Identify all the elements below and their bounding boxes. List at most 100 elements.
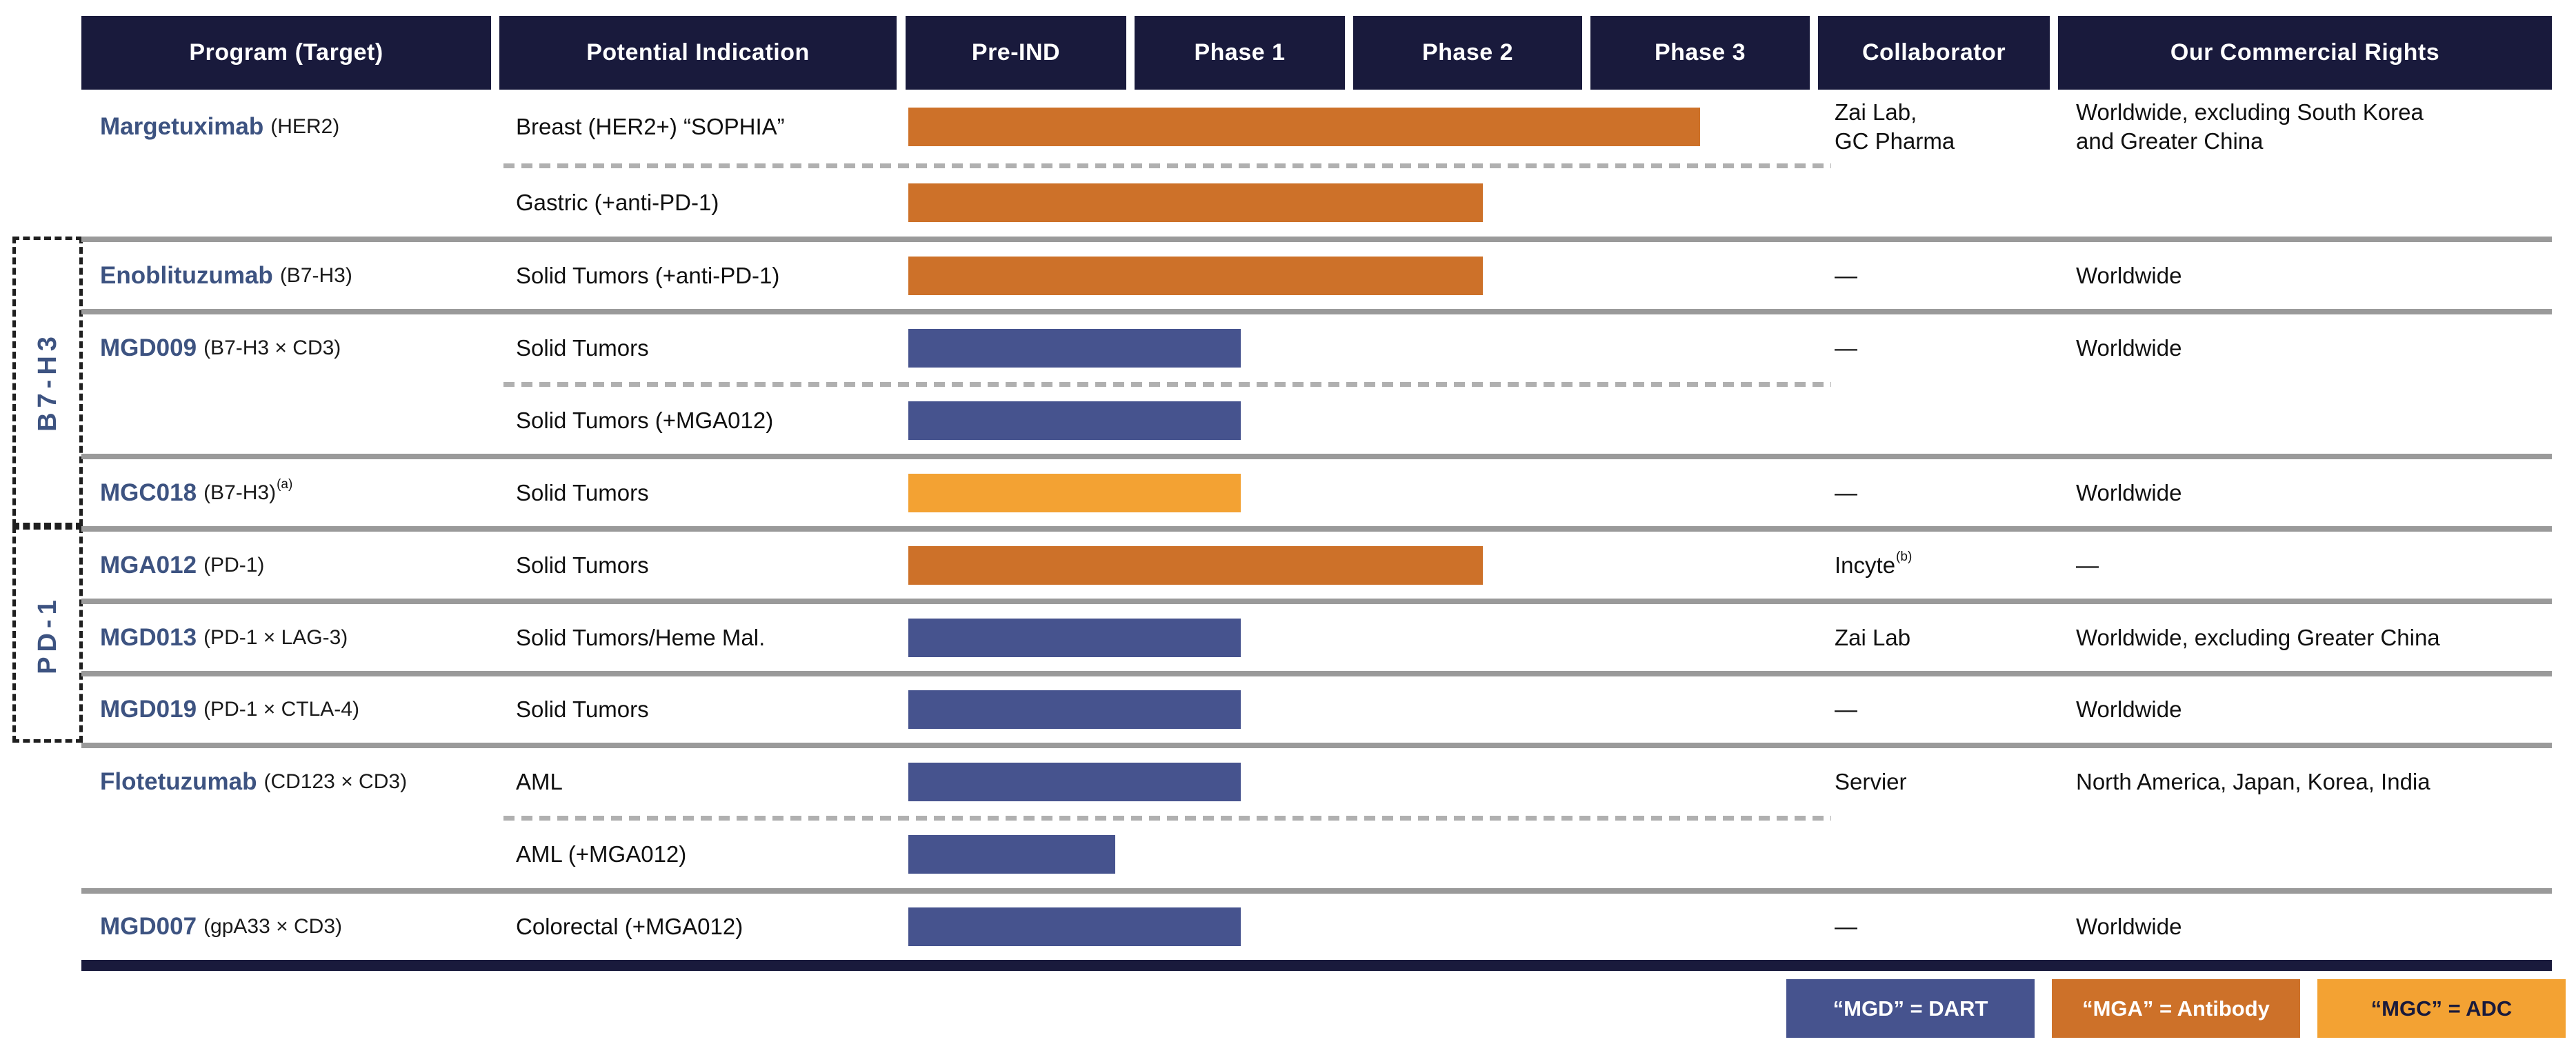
- sub-row-divider: [503, 163, 1831, 168]
- group-divider: [81, 599, 2552, 604]
- footnote-marker-a: (a): [277, 476, 293, 492]
- legend-item-antibody: “MGA” = Antibody: [2052, 979, 2300, 1038]
- sub-row-divider: [503, 816, 1831, 821]
- group-divider: [81, 237, 2552, 242]
- rights-cell: Worldwide: [2076, 479, 2182, 505]
- collaborator-name: Incyte: [1835, 552, 1896, 578]
- group-divider: [81, 526, 2552, 532]
- program-name: MGD009: [100, 334, 197, 361]
- group-divider: [81, 743, 2552, 748]
- footnote-marker-b: (b): [1896, 549, 1913, 564]
- rights-cell: Worldwide: [2076, 335, 2182, 361]
- program-name: Flotetuzumab: [100, 768, 257, 795]
- phase-bar: [908, 545, 1483, 585]
- rights-cell: Worldwide, excluding Greater China: [2076, 624, 2440, 650]
- phase-bar: [908, 618, 1241, 657]
- program-target: (PD-1 × CTLA-4): [203, 698, 359, 721]
- phase-bar: [908, 401, 1241, 440]
- pipeline-row-flotetuzumab-aml: Flotetuzumab (CD123 × CD3) AML Servier N…: [0, 748, 2576, 816]
- column-header-collaborator: Collaborator: [1818, 16, 2050, 90]
- rights-cell: Worldwide: [2076, 696, 2182, 723]
- column-header-program: Program (Target): [81, 16, 491, 90]
- group-divider: [81, 671, 2552, 676]
- pipeline-row-mgc018: MGC018 (B7-H3) (a) Solid Tumors — Worldw…: [0, 459, 2576, 526]
- column-header-indication: Potential Indication: [499, 16, 897, 90]
- collaborator-cell: Zai Lab: [1835, 624, 1911, 650]
- indication-cell: Solid Tumors (+anti-PD-1): [516, 262, 780, 288]
- program-cell: MGC018 (B7-H3) (a): [100, 459, 497, 526]
- program-target: (B7-H3): [203, 481, 277, 504]
- program-cell: Margetuximab (HER2): [100, 90, 497, 163]
- indication-cell: AML: [516, 769, 563, 794]
- phase-bar: [908, 763, 1241, 801]
- group-rail-b7h3: B7-H3: [12, 237, 83, 526]
- indication-cell: Solid Tumors: [516, 552, 649, 578]
- pipeline-row-mga012: MGA012 (PD-1) Solid Tumors Incyte (b) —: [0, 532, 2576, 599]
- rights-cell: Worldwide, excluding South Korea and Gre…: [2076, 99, 2424, 154]
- program-target: (HER2): [270, 114, 340, 138]
- column-header-phase-2: Phase 2: [1353, 16, 1582, 90]
- program-cell: Enoblituzumab (B7-H3): [100, 242, 497, 309]
- program-target: (PD-1): [203, 553, 265, 576]
- column-header-pre-ind: Pre-IND: [906, 16, 1126, 90]
- phase-bar: [908, 835, 1115, 874]
- program-cell: MGA012 (PD-1): [100, 532, 497, 599]
- pipeline-row-mgd009-solid-tumors: MGD009 (B7-H3 × CD3) Solid Tumors — Worl…: [0, 314, 2576, 382]
- rights-cell: North America, Japan, Korea, India: [2076, 769, 2430, 795]
- program-name: Enoblituzumab: [100, 261, 273, 289]
- program-cell: Flotetuzumab (CD123 × CD3): [100, 748, 497, 816]
- program-name: MGD007: [100, 913, 197, 940]
- program-cell: MGD009 (B7-H3 × CD3): [100, 314, 497, 382]
- indication-cell: Solid Tumors: [516, 335, 649, 361]
- program-cell: MGD019 (PD-1 × CTLA-4): [100, 676, 497, 743]
- column-header-rights: Our Commercial Rights: [2058, 16, 2552, 90]
- collaborator-cell: —: [1835, 479, 1857, 505]
- indication-cell: Solid Tumors: [516, 696, 649, 722]
- rights-cell: —: [2076, 552, 2099, 578]
- collaborator-cell: —: [1835, 262, 1857, 288]
- sub-row-divider: [503, 382, 1831, 387]
- rights-cell: Worldwide: [2076, 914, 2182, 940]
- program-target: (PD-1 × LAG-3): [203, 625, 348, 649]
- pipeline-row-mgd007: MGD007 (gpA33 × CD3) Colorectal (+MGA012…: [0, 894, 2576, 960]
- program-target: (gpA33 × CD3): [203, 915, 342, 938]
- legend-item-dart: “MGD” = DART: [1786, 979, 2035, 1038]
- pipeline-row-flotetuzumab-aml-mga012: AML (+MGA012): [0, 821, 2576, 888]
- column-header-phase-1: Phase 1: [1135, 16, 1345, 90]
- pipeline-row-mgd009-mga012: Solid Tumors (+MGA012): [0, 387, 2576, 454]
- program-target: (B7-H3): [279, 263, 352, 287]
- program-name: MGD013: [100, 623, 197, 651]
- phase-bar: [908, 907, 1241, 946]
- program-name: Margetuximab: [100, 112, 264, 140]
- legend-item-adc: “MGC” = ADC: [2317, 979, 2566, 1038]
- phase-bar: [908, 329, 1241, 368]
- program-cell: MGD013 (PD-1 × LAG-3): [100, 604, 497, 671]
- program-target: (B7-H3 × CD3): [203, 337, 341, 359]
- table-bottom-rule: [81, 960, 2552, 971]
- phase-bar: [908, 473, 1241, 512]
- column-header-phase-3: Phase 3: [1590, 16, 1810, 90]
- indication-cell: AML (+MGA012): [516, 841, 687, 867]
- collaborator-cell: Servier: [1835, 769, 1907, 795]
- indication-cell: Solid Tumors/Heme Mal.: [516, 624, 766, 650]
- pipeline-row-enoblituzumab: Enoblituzumab (B7-H3) Solid Tumors (+ant…: [0, 242, 2576, 309]
- rights-cell: Worldwide: [2076, 262, 2182, 288]
- program-target: (CD123 × CD3): [263, 770, 408, 793]
- collaborator-cell: Incyte (b): [1835, 532, 2048, 599]
- group-rail-pd1: PD-1: [12, 526, 83, 743]
- indication-cell: Solid Tumors: [516, 479, 649, 505]
- program-name: MGC018: [100, 479, 197, 506]
- indication-cell: Breast (HER2+) “SOPHIA”: [516, 113, 785, 139]
- program-name: MGD019: [100, 696, 197, 723]
- pipeline-row-margetuximab-breast: Margetuximab (HER2) Breast (HER2+) “SOPH…: [0, 90, 2576, 163]
- group-divider: [81, 888, 2552, 894]
- program-cell: MGD007 (gpA33 × CD3): [100, 894, 497, 960]
- indication-cell: Gastric (+anti-PD-1): [516, 189, 719, 215]
- indication-cell: Solid Tumors (+MGA012): [516, 407, 774, 433]
- collaborator-cell: —: [1835, 696, 1857, 723]
- collaborator-cell: —: [1835, 914, 1857, 940]
- collaborator-cell: —: [1835, 335, 1857, 361]
- program-name: MGA012: [100, 551, 197, 579]
- phase-bar: [908, 107, 1700, 146]
